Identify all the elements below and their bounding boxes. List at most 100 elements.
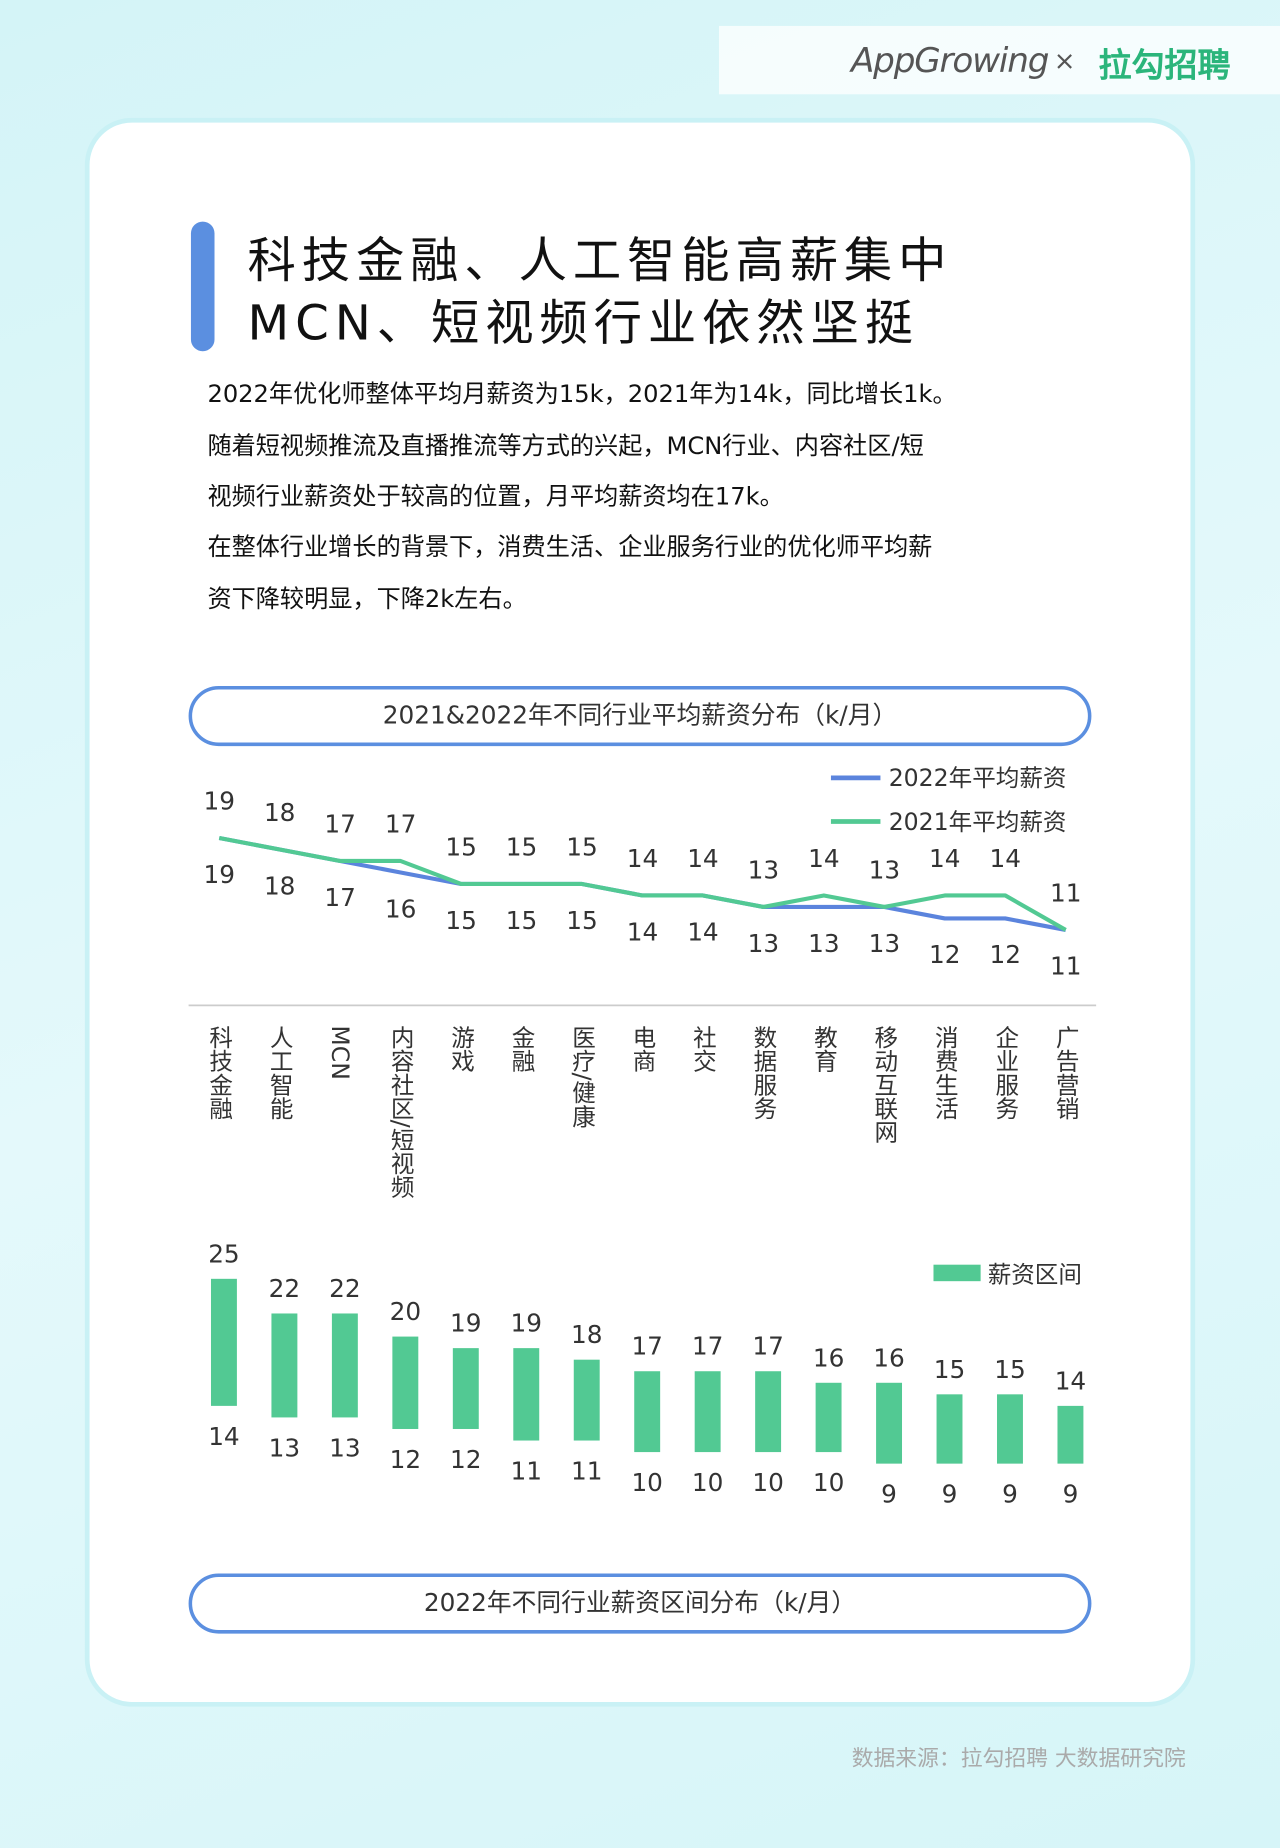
data-label: 13: [269, 1433, 301, 1462]
data-label: 15: [994, 1355, 1026, 1384]
paragraph: 2022年优化师整体平均月薪资为15k，2021年为14k，同比增长1k。: [207, 379, 957, 408]
data-label: 15: [506, 833, 538, 862]
data-label: 15: [566, 833, 597, 862]
data-label: 17: [385, 810, 417, 839]
data-label: 15: [506, 906, 538, 935]
data-label: 11: [1050, 879, 1082, 908]
x-tick-label: 企业服务: [991, 1025, 1019, 1120]
data-label: 13: [869, 856, 901, 885]
x-tick-label: 金融: [508, 1025, 536, 1073]
data-label: 18: [264, 798, 296, 827]
range-bar: [210, 1278, 237, 1406]
x-tick-label: 科技金融: [205, 1025, 233, 1120]
data-label: 22: [269, 1274, 301, 1303]
x-tick-label: MCN: [326, 1025, 354, 1079]
data-label: 10: [752, 1468, 784, 1497]
range-bar: [271, 1313, 298, 1418]
legend-swatch: [933, 1264, 981, 1282]
data-label: 10: [631, 1468, 663, 1497]
x-tick-label: 移动互联网: [870, 1025, 898, 1143]
range-bar: [513, 1348, 540, 1441]
data-label: 22: [329, 1274, 360, 1303]
data-label: 12: [990, 940, 1022, 969]
data-label: 14: [687, 844, 719, 873]
x-tick-label: 游戏: [447, 1025, 475, 1073]
data-label: 15: [445, 833, 477, 862]
x-tick-label: 人工智能: [266, 1025, 294, 1119]
data-label: 14: [687, 917, 719, 946]
data-label: 14: [990, 844, 1022, 873]
data-label: 13: [748, 929, 780, 958]
data-label: 18: [264, 871, 296, 900]
range-bar: [573, 1359, 600, 1441]
data-label: 9: [942, 1480, 958, 1509]
data-label: 16: [813, 1343, 845, 1372]
data-label: 9: [881, 1480, 897, 1509]
title: 科技金融、人工智能高薪集中: [247, 232, 953, 289]
data-label: 14: [929, 844, 961, 873]
x-tick-label: 教育: [810, 1025, 838, 1073]
data-label: 11: [571, 1456, 603, 1485]
data-label: 19: [450, 1309, 482, 1338]
data-label: 12: [390, 1445, 422, 1474]
x-tick-label: 广告营销: [1052, 1025, 1080, 1120]
data-label: 15: [445, 906, 477, 935]
data-label: 12: [450, 1445, 482, 1474]
data-label: 25: [208, 1239, 240, 1268]
data-label: 17: [692, 1332, 723, 1361]
paragraph: 随着短视频推流及直播推流等方式的兴起，MCN行业、内容社区/短: [207, 431, 924, 460]
data-label: 14: [1055, 1366, 1087, 1395]
data-label: 17: [631, 1332, 663, 1361]
data-label: 12: [929, 940, 961, 969]
data-label: 13: [748, 856, 780, 885]
data-label: 18: [571, 1320, 603, 1349]
x-tick-label: 医疗/健康: [568, 1025, 596, 1127]
data-label: 9: [1002, 1480, 1018, 1509]
data-label: 17: [752, 1332, 784, 1361]
data-label: 9: [1063, 1480, 1079, 1509]
data-label: 19: [203, 787, 235, 816]
data-label: 15: [566, 906, 597, 935]
legend-label: 2022年平均薪资: [889, 764, 1067, 792]
x-tick-label: 内容社区/短视频: [387, 1025, 415, 1198]
data-label: 14: [208, 1422, 240, 1451]
data-label: 17: [324, 810, 356, 839]
range-bar: [876, 1382, 903, 1464]
data-label: 14: [627, 844, 659, 873]
data-label: 17: [324, 883, 356, 912]
banner: AppGrowing × 拉勾招聘: [718, 25, 1280, 95]
data-label: 10: [813, 1468, 845, 1497]
accent-bar: [190, 221, 215, 352]
data-label: 19: [511, 1309, 542, 1338]
range-bar: [755, 1371, 782, 1453]
logo: AppGrowing: [850, 40, 1049, 81]
x-tick-label: 消费生活: [931, 1025, 959, 1120]
paragraph: 资下降较明显，下降2k左右。: [207, 584, 527, 613]
data-label: 16: [873, 1343, 905, 1372]
range-bar: [331, 1313, 358, 1418]
range-bar: [815, 1382, 842, 1453]
title: MCN、短视频行业依然坚挺: [247, 294, 919, 352]
data-label: 13: [869, 929, 901, 958]
paragraph: 视频行业薪资处于较高的位置，月平均薪资均在17k。: [207, 482, 784, 511]
range-bar: [997, 1394, 1023, 1464]
data-label: 14: [808, 844, 840, 873]
legend-label: 2021年平均薪资: [889, 808, 1067, 836]
range-bar: [452, 1348, 479, 1429]
legend-label: 薪资区间: [988, 1260, 1082, 1288]
data-label: 11: [511, 1456, 542, 1485]
range-bar: [1057, 1405, 1084, 1464]
data-label: 20: [390, 1297, 422, 1326]
range-bar: [936, 1394, 963, 1464]
x-tick-label: 社交: [689, 1025, 717, 1073]
range-bar: [634, 1371, 661, 1453]
data-label: 13: [329, 1433, 360, 1462]
data-label: 10: [692, 1468, 723, 1497]
x-tick-label: 数据服务: [749, 1025, 777, 1120]
range-bar: [392, 1336, 419, 1429]
chart-title: 2021&2022年不同行业平均薪资分布（k/月）: [188, 685, 1092, 747]
source: 数据来源：拉勾招聘 大数据研究院: [851, 1746, 1186, 1772]
logo: 拉勾招聘: [1098, 45, 1231, 85]
